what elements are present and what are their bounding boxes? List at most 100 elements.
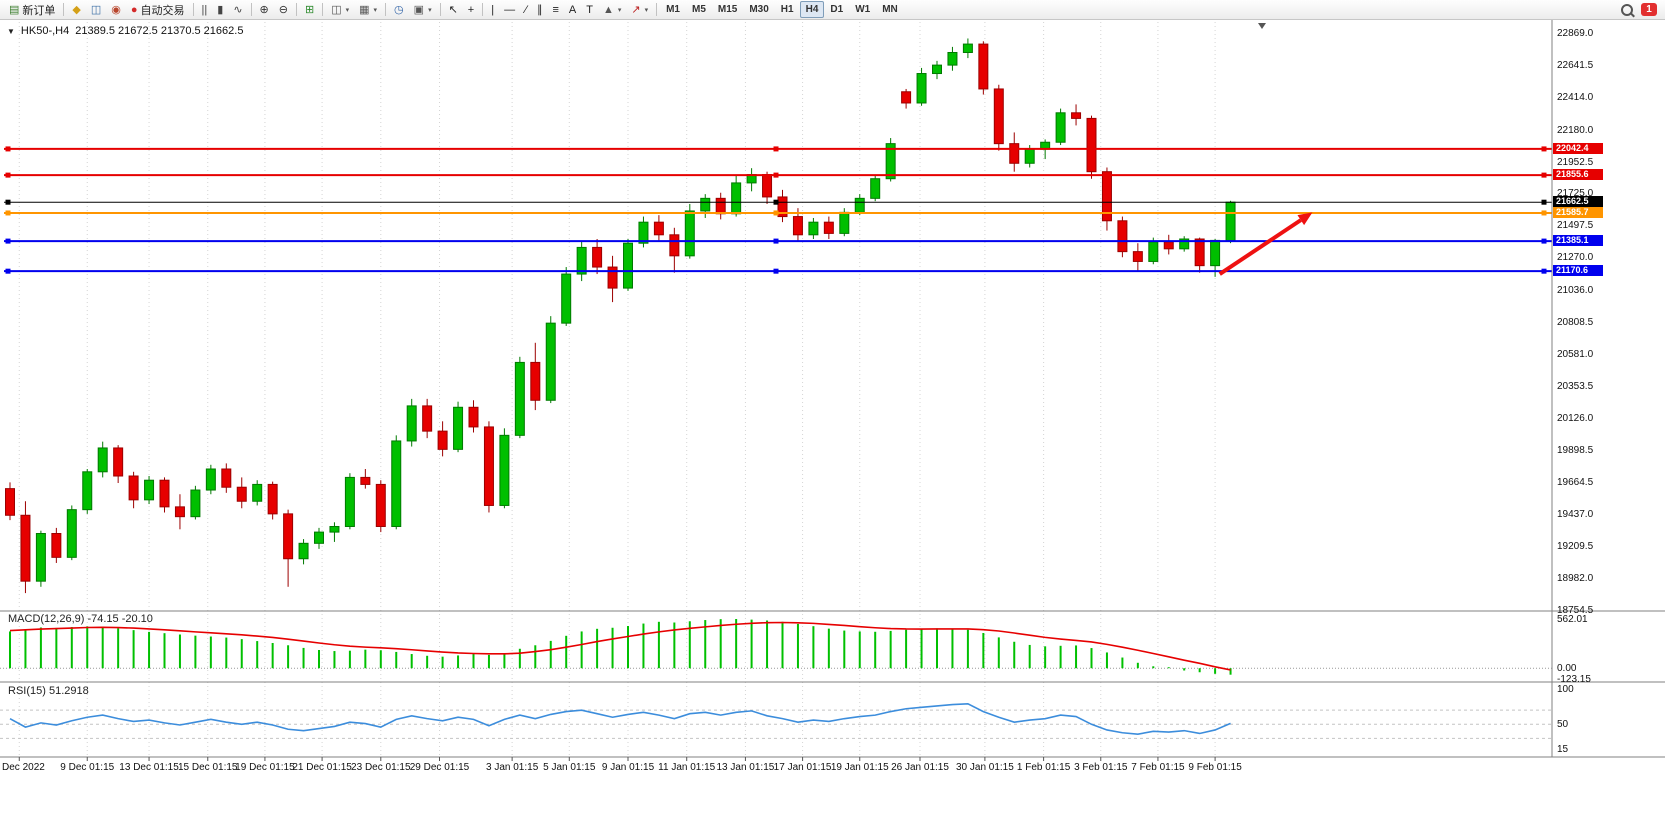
- bar-chart-button[interactable]: ||: [197, 0, 213, 20]
- horizontal-line-button[interactable]: —: [499, 0, 520, 20]
- refresh-button[interactable]: ◷: [389, 0, 409, 20]
- crosshair-button[interactable]: +: [463, 0, 479, 20]
- vertical-line-icon: |: [491, 3, 495, 16]
- pivot-line-handle[interactable]: [1541, 210, 1547, 216]
- current-price-line-handle[interactable]: [5, 199, 11, 205]
- text-button[interactable]: A: [564, 0, 581, 20]
- chart-ohlc: 21389.5 21672.5 21370.5 21662.5: [75, 25, 244, 37]
- candle-body: [437, 430, 448, 450]
- timeframe-mn[interactable]: MN: [882, 4, 898, 15]
- time-axis-label: 29 Dec 01:15: [409, 762, 470, 773]
- macd-signal-line: [9, 621, 1231, 671]
- trendline-button[interactable]: ∕: [520, 0, 532, 20]
- time-axis-label: 3 Jan 01:15: [485, 762, 539, 773]
- time-axis-label: 7 Dec 2022: [0, 762, 45, 773]
- timeframe-m5[interactable]: M5: [691, 4, 706, 15]
- time-axis-label: 21 Dec 01:15: [292, 762, 352, 773]
- community-button[interactable]: ◉: [106, 0, 126, 20]
- chevron-down-icon: ▾: [617, 6, 622, 14]
- timeframe-m30[interactable]: M30: [749, 4, 769, 15]
- screenshot-icon: ▣: [413, 3, 425, 16]
- resistance-line-1-handle[interactable]: [5, 146, 11, 152]
- current-price-line-handle[interactable]: [773, 199, 779, 205]
- pivot-line-handle[interactable]: [5, 210, 11, 216]
- timeframe-d1[interactable]: D1: [830, 4, 844, 15]
- resistance-line-1-handle[interactable]: [773, 146, 779, 152]
- new-chart-button[interactable]: ◫ ▾: [326, 0, 354, 20]
- profiles-button[interactable]: ▦ ▾: [354, 0, 382, 20]
- new-order-button[interactable]: ▤ 新订单: [4, 0, 60, 20]
- chart-shift-marker[interactable]: [1258, 23, 1266, 29]
- autotrading-button[interactable]: ● 自动交易: [126, 0, 190, 20]
- candle-body: [283, 513, 294, 560]
- timeframe-h1[interactable]: H1: [780, 4, 794, 15]
- price-axis-label: 22869.0: [1557, 28, 1594, 39]
- screenshot-button[interactable]: ▣ ▾: [409, 0, 437, 20]
- text-label-button[interactable]: T: [581, 0, 598, 20]
- channel-icon: ∥: [536, 3, 543, 16]
- support-line-2-handle[interactable]: [5, 268, 11, 274]
- candle-body: [1117, 220, 1128, 253]
- chevron-down-icon: ▾: [345, 6, 350, 14]
- resistance-line-2-handle[interactable]: [1541, 172, 1547, 178]
- notification-badge[interactable]: 1: [1641, 3, 1657, 16]
- candle-body: [561, 273, 572, 324]
- price-axis-label: 18982.0: [1557, 573, 1594, 585]
- time-axis-label: 3 Feb 01:15: [1074, 762, 1128, 773]
- tile-windows-button[interactable]: ⊞: [300, 0, 319, 20]
- one-click-trading-toggle[interactable]: ▼: [7, 26, 15, 36]
- zoom-in-button[interactable]: ⊕: [255, 0, 274, 20]
- candle-body: [1086, 117, 1097, 173]
- price-axis-label: 19898.5: [1557, 444, 1594, 456]
- trend-arrow[interactable]: [1218, 218, 1302, 276]
- line-chart-button[interactable]: ∿: [228, 0, 247, 20]
- search-icon[interactable]: [1621, 3, 1633, 16]
- zoom-out-button[interactable]: ⊖: [274, 0, 293, 20]
- timeframe-h4[interactable]: H4: [799, 1, 825, 18]
- vertical-line-button[interactable]: |: [486, 0, 499, 20]
- toolbar-separator: [385, 3, 387, 16]
- channel-button[interactable]: ∥: [532, 0, 548, 20]
- candle-body: [1179, 238, 1190, 250]
- candle-body: [1055, 112, 1066, 143]
- price-tag: 22042.4: [1553, 142, 1603, 154]
- text-icon: A: [568, 3, 577, 16]
- time-axis-label: 7 Feb 01:15: [1131, 762, 1185, 773]
- pivot-line-handle[interactable]: [773, 210, 779, 216]
- resistance-line-1-handle[interactable]: [1541, 146, 1547, 152]
- resistance-line-2-handle[interactable]: [5, 172, 11, 178]
- current-price-line-handle[interactable]: [1541, 199, 1547, 205]
- timeframe-m1[interactable]: M1: [666, 4, 680, 15]
- candlestick-chart-button[interactable]: ▮: [212, 0, 228, 20]
- price-axis-label: 19437.0: [1557, 509, 1594, 521]
- charts-window-button[interactable]: ◫: [86, 0, 106, 20]
- support-line-1-handle[interactable]: [1541, 238, 1547, 244]
- support-line-1-handle[interactable]: [773, 238, 779, 244]
- timeframe-m15[interactable]: M15: [717, 4, 738, 15]
- fibonacci-button[interactable]: ≡: [547, 0, 563, 20]
- trend-arrow-head[interactable]: [1297, 212, 1313, 226]
- price-axis-label: 20126.0: [1557, 412, 1594, 424]
- time-axis-label: 9 Dec 01:15: [60, 762, 115, 773]
- price-axis-label: 19209.5: [1557, 541, 1594, 553]
- candle-body: [252, 483, 263, 502]
- arrows-button[interactable]: ↗ ▾: [626, 0, 653, 20]
- resistance-line-2-handle[interactable]: [773, 172, 779, 178]
- tile-windows-icon: ⊞: [304, 3, 315, 16]
- support-line-2-handle[interactable]: [773, 268, 779, 274]
- refresh-icon: ◷: [394, 3, 404, 16]
- shapes-button[interactable]: ▲ ▾: [598, 0, 626, 20]
- candle-body: [267, 483, 278, 515]
- candle-body: [545, 322, 556, 401]
- fibonacci-icon: ≡: [552, 3, 559, 16]
- market-depth-button[interactable]: ◆: [67, 0, 85, 20]
- timeframe-w1[interactable]: W1: [855, 4, 871, 15]
- support-line-1-handle[interactable]: [5, 238, 11, 244]
- support-line-2-handle[interactable]: [1541, 268, 1547, 274]
- toolbar-separator: [192, 3, 194, 16]
- candle-body: [499, 434, 510, 506]
- candle-body: [916, 73, 927, 104]
- price-axis-label: 20808.5: [1557, 316, 1594, 328]
- cursor-button[interactable]: ↖: [444, 0, 463, 20]
